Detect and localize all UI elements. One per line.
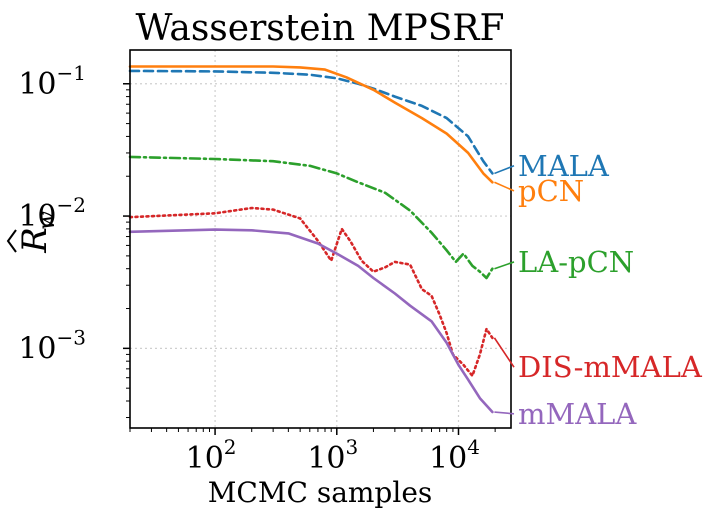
- series-connector-mmala: [494, 411, 515, 415]
- series-connector-la-pcn: [494, 261, 515, 270]
- x-tick-label: 103: [307, 435, 358, 476]
- y-tick-label: 10−3: [18, 325, 86, 366]
- y-axis-label: R w: [6, 211, 60, 254]
- series-label-mala: MALA: [518, 149, 610, 183]
- svg-text:w: w: [35, 211, 60, 230]
- series-layer: [128, 65, 494, 414]
- series-line-dis-mmala: [128, 206, 494, 378]
- series-connector-pcn: [494, 181, 515, 192]
- svg-text:R: R: [15, 227, 55, 254]
- series-label-dis-mmala: DIS-mMALA: [518, 350, 703, 384]
- x-axis-label: MCMC samples: [208, 476, 433, 509]
- series-label-mmala: mMALA: [518, 397, 637, 431]
- tick-layer: [123, 83, 496, 435]
- x-tick-label: 104: [429, 435, 480, 476]
- series-label-la-pcn: LA-pCN: [518, 245, 634, 279]
- axes-frame: [129, 49, 512, 429]
- series-line-la-pcn: [128, 155, 494, 280]
- series-line-mmala: [128, 228, 494, 414]
- series-connector-dis-mmala: [493, 337, 515, 368]
- grid-layer: [130, 50, 511, 428]
- y-tick-label: 10−1: [18, 61, 86, 102]
- series-line-pcn: [128, 65, 494, 184]
- chart-title: Wasserstein MPSRF: [135, 8, 504, 49]
- series-label-pcn: pCN: [518, 174, 584, 208]
- x-tick-label: 102: [186, 435, 237, 476]
- series-connector-mala: [494, 165, 515, 175]
